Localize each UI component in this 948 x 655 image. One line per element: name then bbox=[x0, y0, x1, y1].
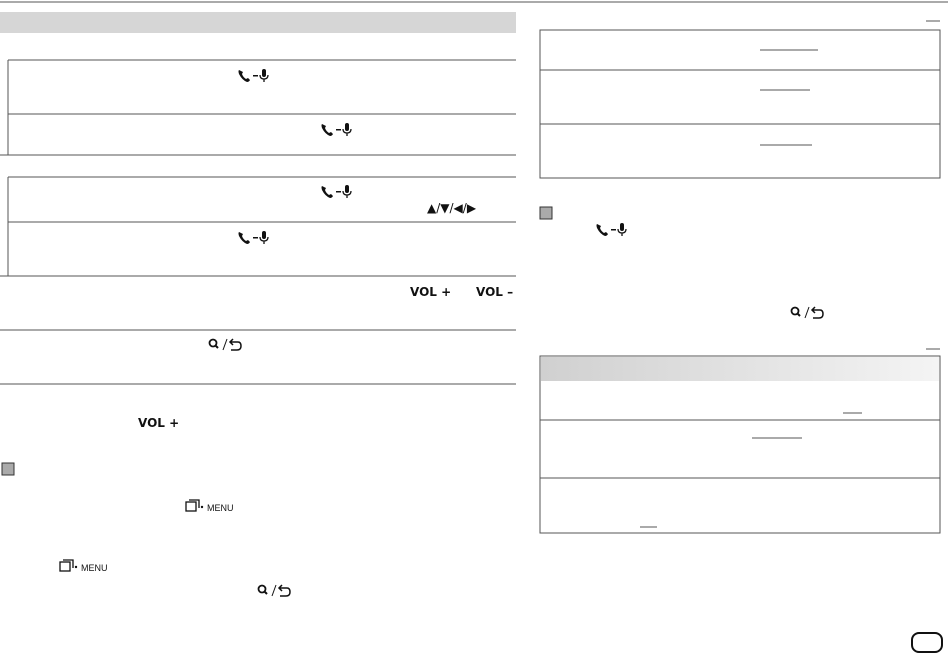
menu-label: MENU bbox=[81, 563, 108, 573]
vol-key: VOL + bbox=[410, 285, 451, 299]
menu-label: MENU bbox=[207, 503, 234, 513]
page-badge bbox=[911, 632, 943, 653]
arrow-keys: ▲/▼/◀/▶ bbox=[427, 201, 477, 215]
section-marker bbox=[539, 206, 553, 220]
layout bbox=[0, 1, 948, 534]
icons bbox=[59, 68, 824, 597]
section-marker bbox=[1, 462, 15, 476]
header-bar bbox=[0, 12, 516, 33]
table-header bbox=[541, 357, 939, 381]
vol-key: VOL – bbox=[476, 285, 513, 299]
vol-key: VOL + bbox=[138, 416, 179, 430]
